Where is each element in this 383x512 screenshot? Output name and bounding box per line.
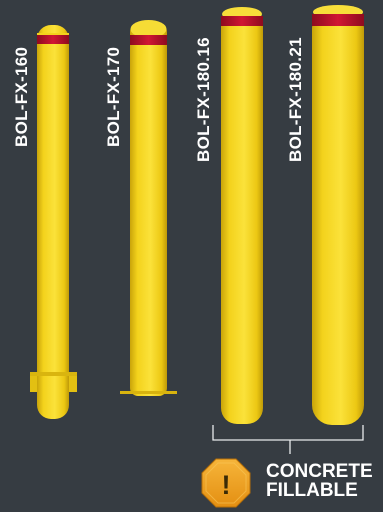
bollard-bol-fx-160 bbox=[30, 25, 77, 419]
label-bol-fx-160: BOL-FX-160 bbox=[12, 46, 31, 147]
label-bol-fx-180-21: BOL-FX-180.21 bbox=[286, 37, 305, 162]
warning-symbol: ! bbox=[222, 470, 231, 500]
callout-line-2: FILLABLE bbox=[266, 480, 358, 501]
label-bol-fx-170: BOL-FX-170 bbox=[104, 46, 123, 147]
concrete-fillable-callout: CONCRETE FILLABLE bbox=[266, 462, 382, 500]
bollard-bol-fx-170 bbox=[120, 20, 177, 396]
bollard-bol-fx-180-16 bbox=[221, 7, 263, 424]
callout-line-1: CONCRETE bbox=[266, 461, 373, 482]
fillable-bracket bbox=[212, 425, 364, 454]
bollard-bol-fx-180-21 bbox=[312, 5, 364, 425]
warning-octagon-icon: ! bbox=[201, 458, 251, 508]
label-bol-fx-180-16: BOL-FX-180.16 bbox=[194, 37, 213, 162]
